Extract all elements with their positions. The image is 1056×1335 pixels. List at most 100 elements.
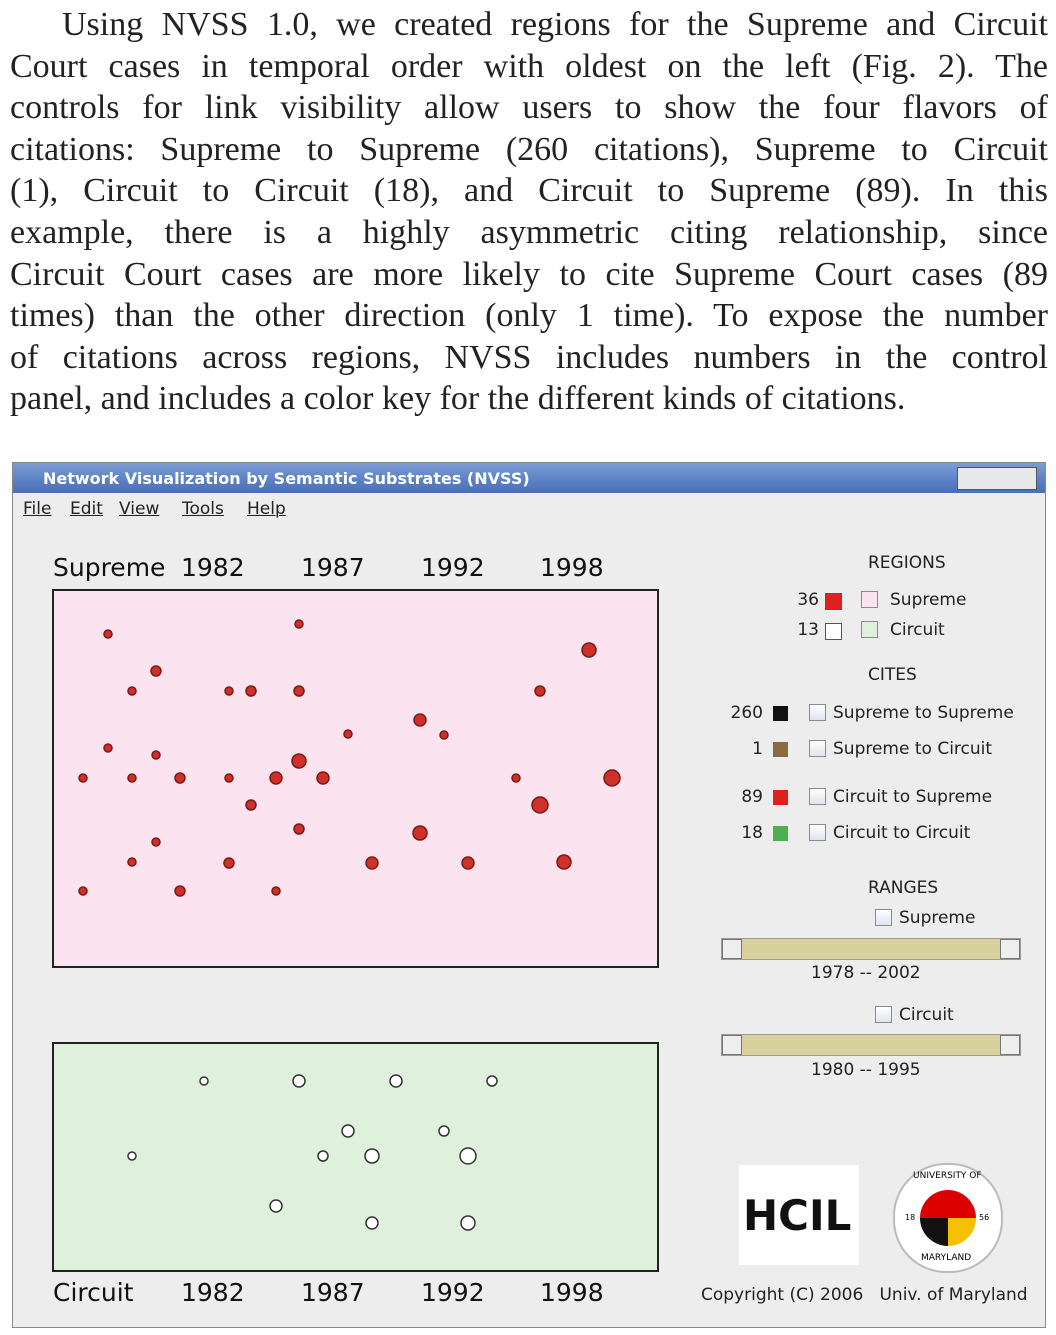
supreme-case[interactable] <box>224 686 234 696</box>
circuit-case[interactable] <box>459 1147 477 1165</box>
range-slider[interactable] <box>721 1034 1021 1056</box>
supreme-case[interactable] <box>224 773 234 783</box>
supreme-case[interactable] <box>293 823 305 835</box>
checkbox[interactable] <box>809 788 826 805</box>
menu-item[interactable]: File <box>23 499 52 519</box>
supreme-case[interactable] <box>412 825 428 841</box>
year-label: 1987 <box>301 1278 365 1307</box>
checkbox[interactable] <box>861 591 878 608</box>
color-key <box>825 593 842 610</box>
color-key <box>773 790 788 805</box>
supreme-case[interactable] <box>413 713 427 727</box>
checkbox[interactable] <box>809 824 826 841</box>
supreme-case[interactable] <box>316 771 330 785</box>
circuit-case[interactable] <box>199 1076 209 1086</box>
color-key <box>773 706 788 721</box>
circuit-case[interactable] <box>341 1124 355 1138</box>
section-title: CITES <box>868 665 917 685</box>
supreme-case[interactable] <box>103 629 113 639</box>
supreme-case[interactable] <box>151 837 161 847</box>
checkbox[interactable] <box>875 1006 892 1023</box>
supreme-case[interactable] <box>581 642 597 658</box>
app-window: Network Visualization by Semantic Substr… <box>12 462 1046 1328</box>
supreme-case[interactable] <box>461 856 475 870</box>
circuit-case[interactable] <box>460 1215 476 1231</box>
count: 1 <box>752 739 763 759</box>
hcil-text: HCIL <box>743 1191 852 1240</box>
supreme-case[interactable] <box>291 753 307 769</box>
menu-item[interactable]: View <box>119 499 160 519</box>
supreme-case[interactable] <box>245 685 257 697</box>
circuit-case[interactable] <box>389 1074 403 1088</box>
cite-name: Supreme to Supreme <box>833 703 1014 723</box>
cite-name: Supreme to Circuit <box>833 739 993 759</box>
paragraph: Using NVSS 1.0, we created regions for t… <box>10 4 1048 420</box>
supreme-case[interactable] <box>556 854 572 870</box>
supreme-case[interactable] <box>151 750 161 760</box>
window-controls[interactable] <box>957 467 1037 490</box>
supreme-case[interactable] <box>127 686 137 696</box>
supreme-case[interactable] <box>293 685 305 697</box>
circuit-case[interactable] <box>127 1151 137 1161</box>
supreme-case[interactable] <box>534 685 546 697</box>
seal-text: 18 <box>905 1213 916 1222</box>
text-line: panel, and includes a color key for the … <box>10 380 906 418</box>
region-name: Circuit <box>890 620 945 640</box>
menu-item[interactable]: Help <box>247 499 286 519</box>
count: 13 <box>797 620 819 640</box>
circuit-case[interactable] <box>364 1148 380 1164</box>
text-line: times) than the other direction (only 1 … <box>10 297 1048 335</box>
menu-item[interactable]: Tools <box>182 499 224 519</box>
supreme-case[interactable] <box>245 799 257 811</box>
axis-label: Circuit <box>53 1278 134 1307</box>
color-key <box>773 742 788 757</box>
supreme-case[interactable] <box>127 773 137 783</box>
circuit-case[interactable] <box>292 1074 306 1088</box>
copyright: Copyright (C) 2006 Univ. of Maryland <box>701 1285 1028 1305</box>
circuit-case[interactable] <box>269 1199 283 1213</box>
supreme-case[interactable] <box>531 796 549 814</box>
text-line: Using NVSS 1.0, we created regions for t… <box>62 6 1048 43</box>
circuit-case[interactable] <box>365 1216 379 1230</box>
supreme-case[interactable] <box>365 856 379 870</box>
supreme-case[interactable] <box>78 773 88 783</box>
title-bar: Network Visualization by Semantic Substr… <box>13 463 1045 493</box>
checkbox[interactable] <box>861 621 878 638</box>
cite-name: Circuit to Circuit <box>833 823 971 843</box>
count: 260 <box>730 703 763 723</box>
text-line: citations: Supreme to Supreme (260 citat… <box>10 130 1048 168</box>
supreme-case[interactable] <box>103 743 113 753</box>
seal-text: 56 <box>979 1213 990 1222</box>
text-line: controls for link visibility allow users… <box>10 89 1048 127</box>
text-line: Court cases in temporal order with oldes… <box>10 47 1048 85</box>
range-name: Supreme <box>899 908 976 928</box>
supreme-case[interactable] <box>127 857 137 867</box>
supreme-case[interactable] <box>78 886 88 896</box>
supreme-case[interactable] <box>511 773 521 783</box>
supreme-case[interactable] <box>174 885 186 897</box>
supreme-case[interactable] <box>439 730 449 740</box>
checkbox[interactable] <box>809 740 826 757</box>
supreme-case[interactable] <box>603 769 621 787</box>
text-line: Circuit Court cases are more likely to c… <box>10 255 1048 293</box>
supreme-case[interactable] <box>343 729 353 739</box>
supreme-case[interactable] <box>223 857 235 869</box>
checkbox[interactable] <box>875 909 892 926</box>
supreme-case[interactable] <box>271 886 281 896</box>
range-slider[interactable] <box>721 938 1021 960</box>
umd-seal: UNIVERSITY OF MARYLAND 18 56 <box>893 1163 1003 1273</box>
circuit-region <box>52 1042 659 1272</box>
circuit-case[interactable] <box>486 1075 498 1087</box>
menu-item[interactable]: Edit <box>70 499 103 519</box>
supreme-case[interactable] <box>150 665 162 677</box>
supreme-case[interactable] <box>269 771 283 785</box>
axis-label: Supreme <box>53 553 166 582</box>
supreme-case[interactable] <box>174 772 186 784</box>
circuit-case[interactable] <box>438 1125 450 1137</box>
supreme-case[interactable] <box>294 619 304 629</box>
year-label: 1987 <box>301 553 365 582</box>
checkbox[interactable] <box>809 704 826 721</box>
circuit-case[interactable] <box>317 1150 329 1162</box>
section-title: REGIONS <box>868 553 946 573</box>
